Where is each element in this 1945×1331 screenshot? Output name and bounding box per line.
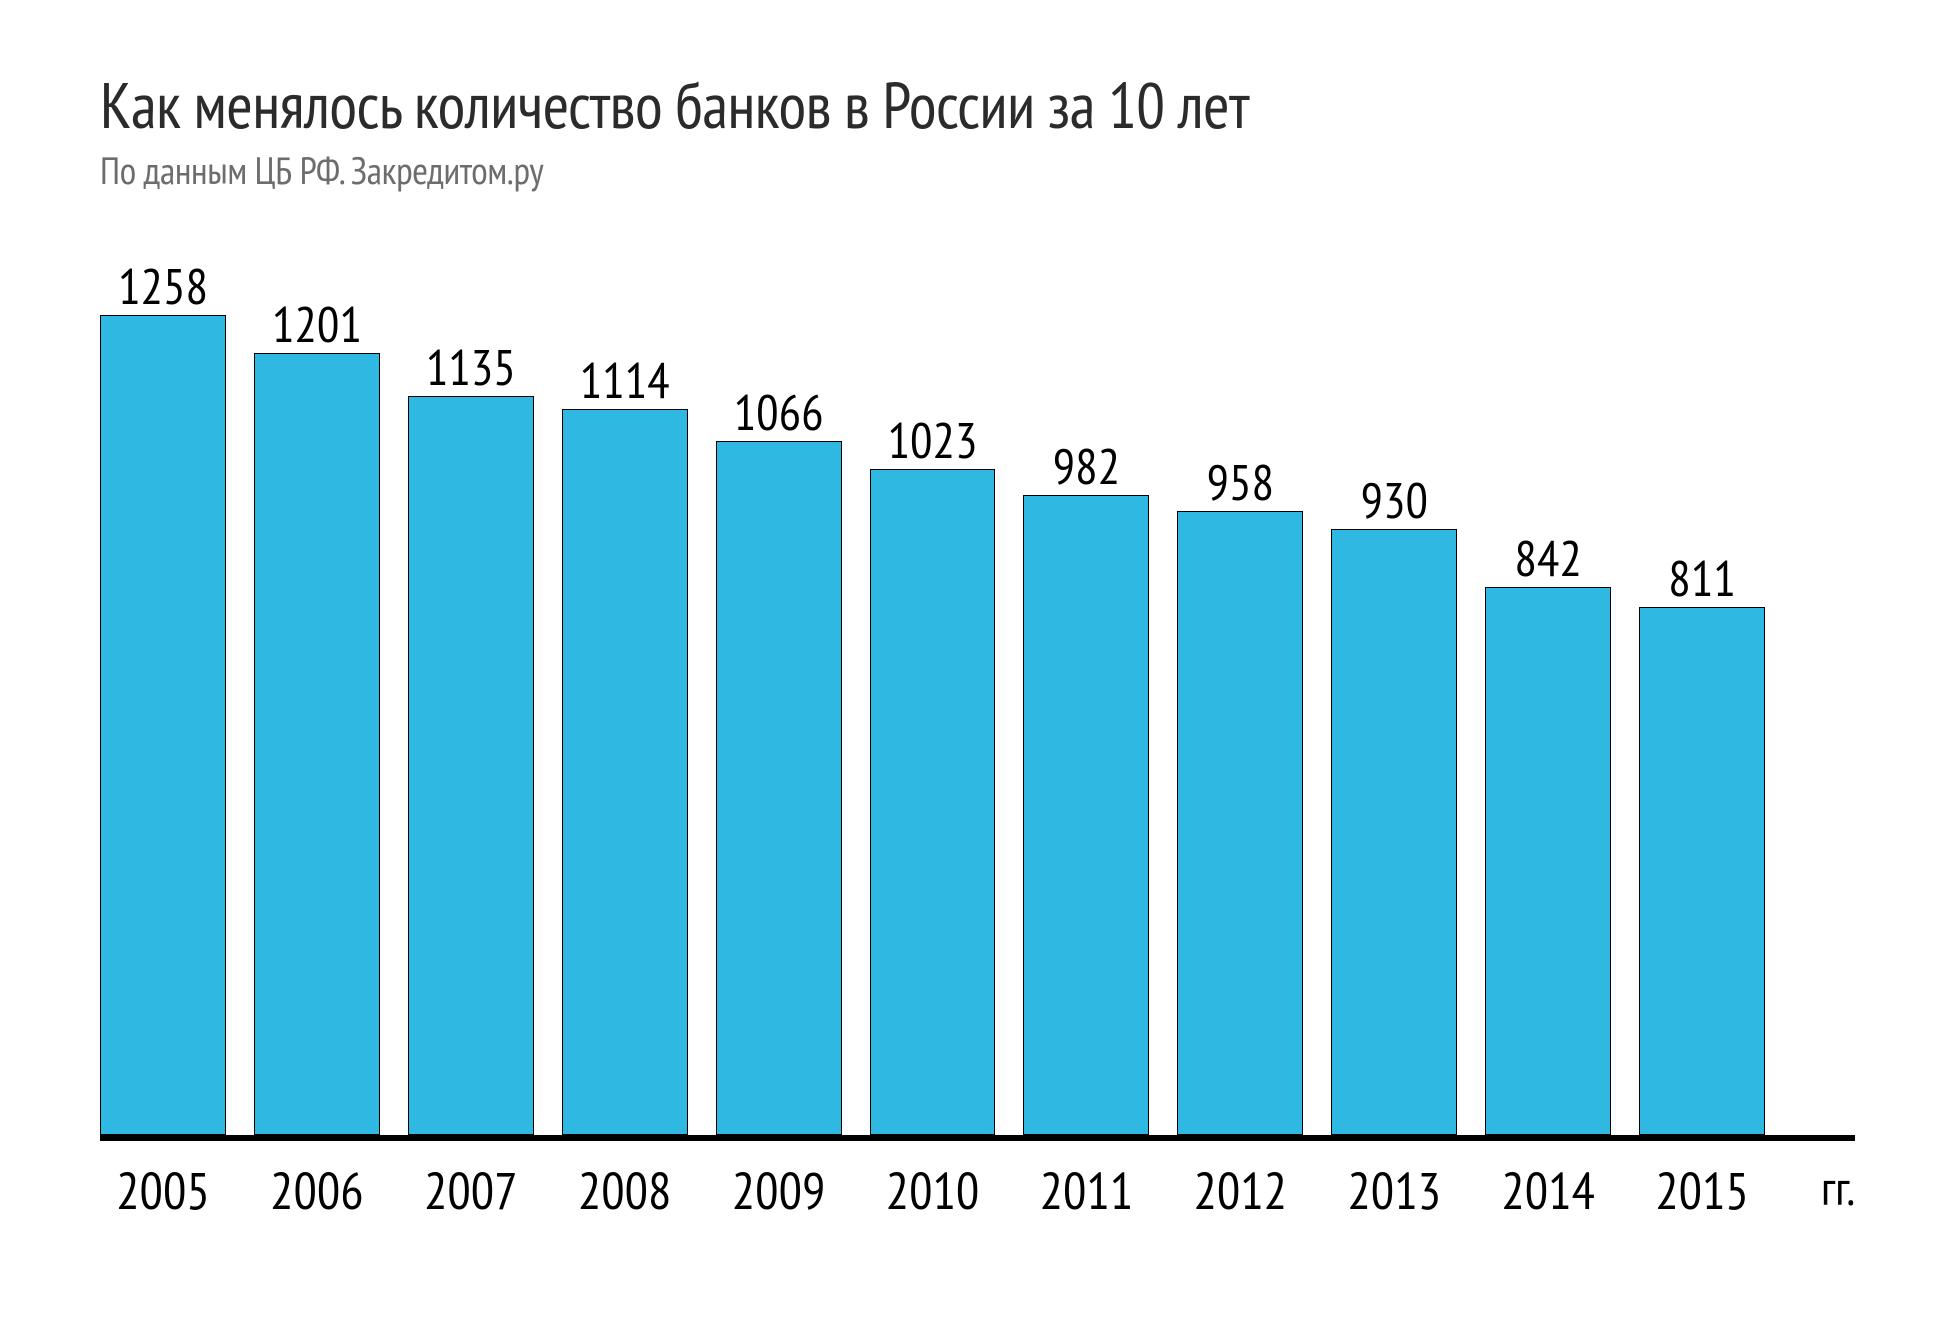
x-axis-label: 2013	[1331, 1157, 1457, 1224]
bar-column: 1066	[716, 387, 842, 1136]
bar-value-label: 958	[1177, 457, 1303, 507]
bar-column: 930	[1331, 475, 1457, 1135]
bar-column: 811	[1639, 553, 1765, 1136]
bar-value-label: 930	[1331, 475, 1457, 525]
bar-chart: 125812011135111410661023982958930842811 …	[100, 255, 1855, 1224]
bar-rect	[1023, 495, 1149, 1135]
bar-value-label: 1201	[254, 299, 380, 349]
bar-column: 1135	[408, 342, 534, 1136]
bar-column: 1258	[100, 261, 226, 1135]
bar-value-label: 1258	[100, 261, 226, 311]
x-axis: 2005 2006 2007 2008 2009 2010 2011 2012 2013 2014…	[100, 1157, 1855, 1224]
x-axis-label: 2010	[870, 1157, 996, 1224]
chart-title: Как менялось количество банков в России …	[100, 70, 1855, 140]
plot-area: 1258 1201 1135 1114 1066 1023 982 958 930 842 811	[100, 255, 1855, 1141]
bar-rect	[1485, 587, 1611, 1136]
bar-rect	[254, 353, 380, 1136]
bar-rect	[870, 469, 996, 1136]
x-axis-label: 2012	[1177, 1157, 1303, 1224]
bar-value-label: 982	[1023, 441, 1149, 491]
bar-column: 842	[1485, 533, 1611, 1136]
bar-value-label: 1114	[562, 355, 688, 405]
bar-column: 1201	[254, 299, 380, 1136]
bar-value-label: 1066	[716, 387, 842, 437]
x-axis-unit: гг.	[1821, 1157, 1855, 1219]
chart-page: Как менялось количество банков в России …	[0, 0, 1945, 1331]
bar-column: 1114	[562, 355, 688, 1135]
bar-rect	[1331, 529, 1457, 1135]
bar-value-label: 811	[1639, 553, 1765, 603]
x-axis-label: 2005	[100, 1157, 226, 1224]
bar-rect	[408, 396, 534, 1136]
x-axis-label: 2008	[562, 1157, 688, 1224]
bar-value-label: 1023	[870, 415, 996, 465]
bar-column: 982	[1023, 441, 1149, 1135]
bar-rect	[100, 315, 226, 1135]
bar-rect	[1177, 511, 1303, 1135]
bar-rect	[1639, 607, 1765, 1136]
x-axis-label: 2011	[1023, 1157, 1149, 1224]
x-axis-label: 2009	[716, 1157, 842, 1224]
x-axis-label: 2015	[1639, 1157, 1765, 1224]
bar-column: 958	[1177, 457, 1303, 1135]
x-axis-label: 2006	[254, 1157, 380, 1224]
x-axis-label: 2007	[408, 1157, 534, 1224]
bar-column: 1023	[870, 415, 996, 1136]
bar-rect	[716, 441, 842, 1136]
chart-subtitle: По данным ЦБ РФ. Закредитом.ру	[100, 146, 1855, 195]
x-axis-label: 2014	[1485, 1157, 1611, 1224]
bar-value-label: 1135	[408, 342, 534, 392]
bar-value-label: 842	[1485, 533, 1611, 583]
bar-rect	[562, 409, 688, 1135]
